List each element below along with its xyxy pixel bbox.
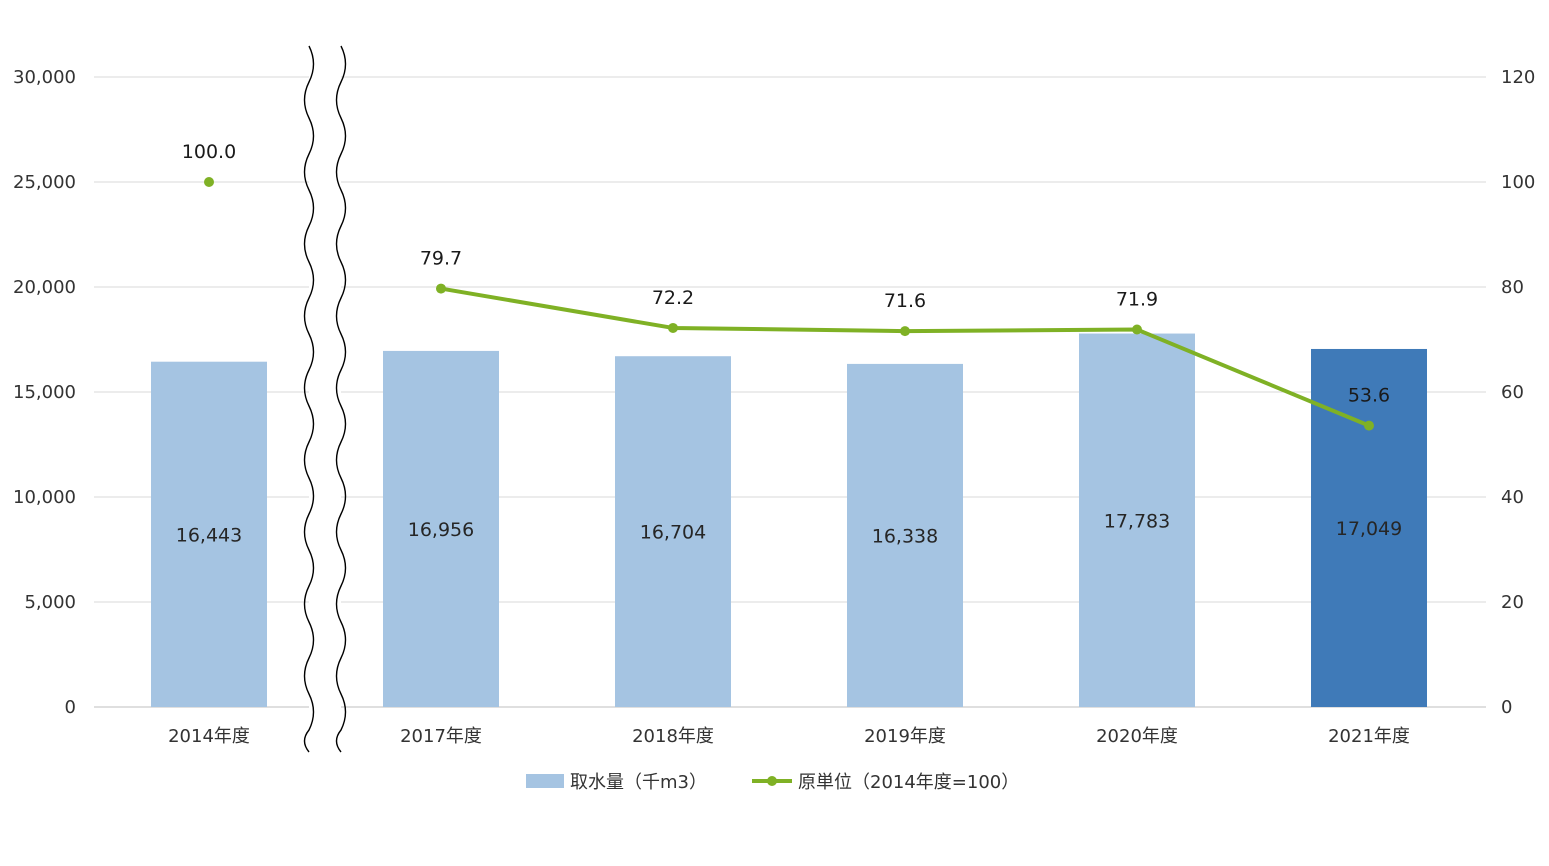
bar — [615, 356, 731, 707]
line-data-label: 79.7 — [420, 248, 462, 270]
line-data-label: 53.6 — [1348, 385, 1390, 407]
legend-label-line: 原単位（2014年度=100） — [798, 772, 1019, 793]
bar-data-label: 16,704 — [640, 522, 706, 544]
axis-break-wave — [335, 45, 347, 753]
right-tick-label: 120 — [1501, 67, 1535, 88]
axis-break — [303, 40, 347, 760]
left-tick-label: 0 — [65, 697, 76, 718]
line-data-label: 71.6 — [884, 290, 926, 312]
category-label: 2018年度 — [632, 726, 714, 747]
category-label: 2020年度 — [1096, 726, 1178, 747]
bar-data-label: 17,783 — [1104, 510, 1170, 532]
line-point — [900, 326, 910, 337]
line-data-label: 71.9 — [1116, 289, 1158, 311]
gridlines — [94, 76, 1486, 708]
bar-data-label: 16,956 — [408, 519, 474, 541]
bar-data-label: 16,338 — [872, 525, 938, 547]
axes: 0 0 5,000 20 10,000 40 15,000 60 20,000 80 25,000 1… — [13, 67, 1535, 747]
line-point — [1364, 420, 1374, 431]
bar — [151, 361, 267, 707]
axis-break-gap — [309, 40, 341, 760]
left-tick-label: 15,000 — [13, 382, 76, 403]
right-tick-label: 60 — [1501, 382, 1524, 403]
legend-label-bar: 取水量（千m3） — [570, 772, 707, 793]
bar-series: 16,443 16,956 16,704 16,338 17,783 17,049 — [151, 333, 1427, 707]
line-data-label: 100.0 — [182, 141, 236, 163]
category-label: 2021年度 — [1328, 726, 1410, 747]
line-point — [204, 177, 214, 187]
line-point — [1132, 324, 1142, 335]
left-tick-label: 10,000 — [13, 487, 76, 508]
line-series: 100.0 79.7 72.2 71.6 71.9 53.6 — [182, 141, 1390, 431]
legend: 取水量（千m3） 原単位（2014年度=100） — [526, 772, 1019, 793]
axis-break-wave — [303, 45, 315, 753]
legend-swatch-bar — [526, 774, 564, 788]
right-tick-label: 20 — [1501, 592, 1524, 613]
bar — [383, 350, 499, 707]
right-tick-label: 100 — [1501, 172, 1535, 193]
legend-swatch-marker — [767, 776, 777, 786]
right-tick-label: 40 — [1501, 487, 1524, 508]
line-point — [436, 283, 446, 294]
category-label: 2017年度 — [400, 726, 482, 747]
left-tick-label: 25,000 — [13, 172, 76, 193]
line-point — [668, 322, 678, 333]
bar-data-label: 16,443 — [176, 524, 242, 546]
bar — [1079, 333, 1195, 707]
bar — [847, 363, 963, 707]
left-tick-label: 5,000 — [24, 592, 76, 613]
right-tick-label: 0 — [1501, 697, 1512, 718]
category-label: 2019年度 — [864, 726, 946, 747]
category-label: 2014年度 — [168, 726, 250, 747]
left-tick-label: 20,000 — [13, 277, 76, 298]
left-tick-label: 30,000 — [13, 67, 76, 88]
right-tick-label: 80 — [1501, 277, 1524, 298]
line-data-label: 72.2 — [652, 287, 694, 309]
bar-data-label: 17,049 — [1336, 518, 1402, 540]
